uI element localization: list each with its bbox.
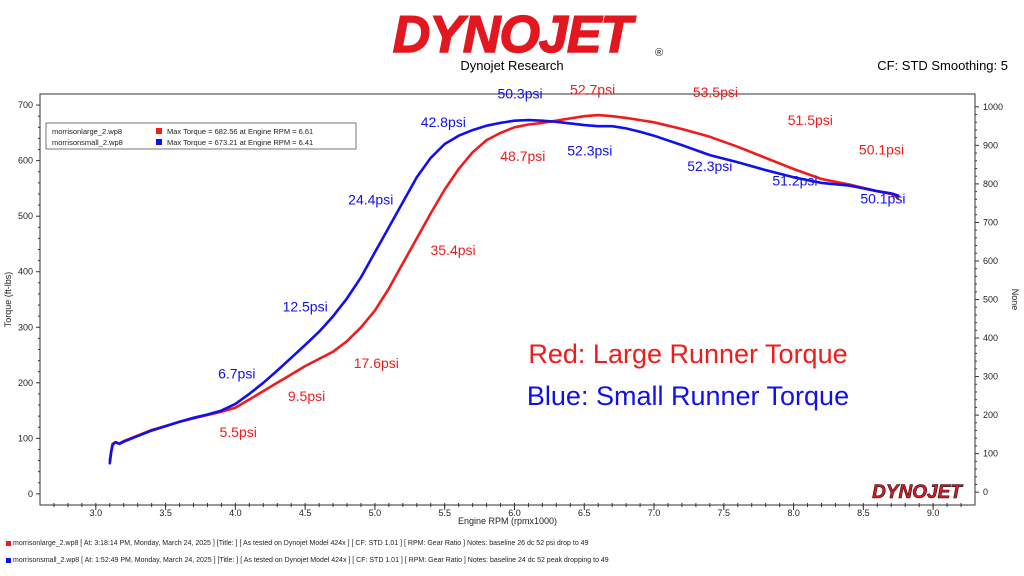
y2-tick-label: 0 bbox=[983, 487, 988, 497]
y-tick-label: 600 bbox=[18, 156, 33, 166]
chart-subtitle: Dynojet Research bbox=[460, 58, 564, 73]
y-tick-label: 500 bbox=[18, 211, 33, 221]
psi-annotation: 50.1psi bbox=[859, 142, 904, 158]
series-note: Red: Large Runner Torque bbox=[528, 339, 847, 369]
x-tick-label: 8.0 bbox=[787, 508, 800, 518]
y2-tick-label: 700 bbox=[983, 217, 998, 227]
y2-tick-label: 500 bbox=[983, 295, 998, 305]
legend-file: morrisonlarge_2.wp8 bbox=[52, 127, 122, 136]
run-info-text: morrisonsmall_2.wp8 [ At: 1:52:49 PM, Mo… bbox=[13, 557, 609, 564]
x-tick-label: 3.0 bbox=[90, 508, 103, 518]
dynojet-logo: DYNOJET ® bbox=[392, 6, 663, 58]
x-tick-label: 6.0 bbox=[508, 508, 521, 518]
watermark-text: DYNOJET bbox=[872, 482, 963, 503]
legend-text: Max Torque = 682.56 at Engine RPM = 6.61 bbox=[167, 127, 313, 136]
run-info-text: morrisonlarge_2.wp8 [ At: 3:18:14 PM, Mo… bbox=[13, 540, 589, 547]
psi-annotation: 5.5psi bbox=[219, 424, 256, 440]
y-tick-label: 300 bbox=[18, 322, 33, 332]
x-tick-label: 7.0 bbox=[648, 508, 661, 518]
y-axis-label: Torque (ft-lbs) bbox=[3, 272, 13, 328]
run-info-large: morrisonlarge_2.wp8 [ At: 3:18:14 PM, Mo… bbox=[6, 540, 588, 547]
x-tick-label: 4.0 bbox=[229, 508, 242, 518]
dynojet-logo-text: DYNOJET bbox=[393, 6, 637, 58]
run-color-marker bbox=[6, 540, 11, 546]
y2-tick-label: 900 bbox=[983, 140, 998, 150]
legend-swatch bbox=[156, 128, 162, 134]
y2-tick-label: 600 bbox=[983, 256, 998, 266]
x-tick-label: 8.5 bbox=[857, 508, 870, 518]
watermark-logo: DYNOJET bbox=[872, 482, 964, 504]
y2-tick-label: 100 bbox=[983, 449, 998, 459]
y2-tick-label: 300 bbox=[983, 372, 998, 382]
y2-tick-label: 200 bbox=[983, 410, 998, 420]
y-tick-label: 0 bbox=[28, 489, 33, 499]
chart-notes: Red: Large Runner Torque Blue: Small Runn… bbox=[527, 339, 849, 411]
psi-annotation: 24.4psi bbox=[348, 192, 393, 208]
x-tick-label: 5.0 bbox=[369, 508, 382, 518]
run-color-marker bbox=[6, 557, 11, 563]
psi-annotation: 9.5psi bbox=[288, 388, 325, 404]
x-tick-label: 6.5 bbox=[578, 508, 591, 518]
y2-tick-label: 1000 bbox=[983, 102, 1003, 112]
x-tick-label: 4.5 bbox=[299, 508, 312, 518]
x-tick-label: 5.5 bbox=[438, 508, 451, 518]
y2-tick-label: 800 bbox=[983, 179, 998, 189]
psi-annotation: 52.3psi bbox=[567, 143, 612, 159]
x-tick-label: 9.0 bbox=[927, 508, 940, 518]
chart-axes: 0 100 200 300 400 500 600 700 0 100 200 300 400 500 60… bbox=[3, 93, 1020, 526]
series-note: Blue: Small Runner Torque bbox=[527, 381, 849, 411]
psi-annotation: 12.5psi bbox=[283, 299, 328, 315]
y2-axis-label: None bbox=[1010, 289, 1020, 311]
psi-annotation: 17.6psi bbox=[354, 355, 399, 371]
psi-annotation: 51.2psi bbox=[772, 173, 817, 189]
x-axis-label: Engine RPM (rpmx1000) bbox=[458, 516, 557, 526]
x-tick-label: 7.5 bbox=[718, 508, 731, 518]
psi-annotation: 52.7psi bbox=[570, 82, 615, 98]
chart-series bbox=[108, 113, 900, 465]
chart-legend: morrisonlarge_2.wp8 Max Torque = 682.56 a… bbox=[45, 122, 357, 150]
registered-mark: ® bbox=[655, 47, 663, 58]
psi-annotation: 48.7psi bbox=[500, 148, 545, 164]
legend-file: morrisonsmall_2.wp8 bbox=[52, 138, 123, 147]
y-tick-label: 400 bbox=[18, 267, 33, 277]
chart-annotations: 5.5psi 9.5psi 17.6psi 35.4psi 48.7psi 52.7psi… bbox=[218, 82, 905, 441]
y-tick-label: 700 bbox=[18, 100, 33, 110]
y2-tick-label: 400 bbox=[983, 333, 998, 343]
series-line-1 bbox=[108, 118, 900, 465]
psi-annotation: 42.8psi bbox=[421, 114, 466, 130]
psi-annotation: 52.3psi bbox=[687, 158, 732, 174]
x-tick-label: 3.5 bbox=[159, 508, 172, 518]
y-tick-label: 100 bbox=[18, 433, 33, 443]
psi-annotation: 50.1psi bbox=[860, 190, 905, 206]
legend-swatch bbox=[156, 139, 162, 145]
correction-factor-label: CF: STD Smoothing: 5 bbox=[877, 58, 1008, 73]
y-tick-label: 200 bbox=[18, 378, 33, 388]
psi-annotation: 50.3psi bbox=[497, 85, 542, 101]
legend-frame bbox=[45, 122, 357, 150]
psi-annotation: 6.7psi bbox=[218, 365, 255, 381]
legend-text: Max Torque = 673.21 at Engine RPM = 6.41 bbox=[167, 138, 313, 147]
run-info-small: morrisonsmall_2.wp8 [ At: 1:52:49 PM, Mo… bbox=[6, 557, 609, 564]
psi-annotation: 35.4psi bbox=[430, 242, 475, 258]
psi-annotation: 51.5psi bbox=[788, 112, 833, 128]
psi-annotation: 53.5psi bbox=[693, 84, 738, 100]
